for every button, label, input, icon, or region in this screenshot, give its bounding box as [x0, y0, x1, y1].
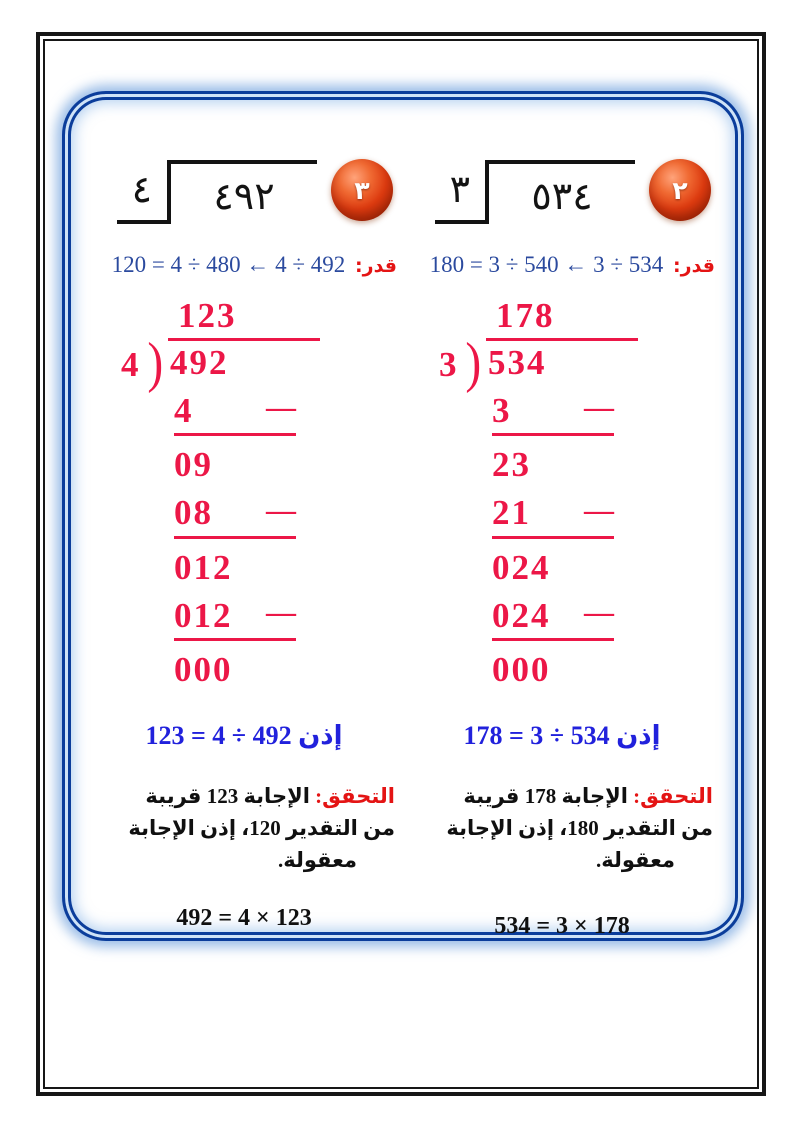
division-figure: ٣ ٥٣٤: [434, 160, 635, 224]
step-value: 08: [174, 493, 213, 532]
bracket-row: 3 ) 534: [439, 333, 638, 392]
division-step: 012: [174, 547, 233, 587]
division-figure: ٤ ٤٩٢: [116, 160, 317, 224]
problem-3-column: ٣ ٤ ٤٩٢ قدر: 492 ÷ 4 ← 480 ÷ 4 = 120 123: [85, 156, 403, 940]
problems-columns: ٢ ٣ ٥٣٤ قدر: 534 ÷ 3 ← 540 ÷ 3 = 180 178: [65, 94, 741, 940]
step-value: 4: [174, 390, 194, 430]
step-value: 21: [492, 493, 531, 532]
quotient-row: 178: [486, 297, 638, 341]
minus-dash: —: [266, 596, 296, 630]
division-step: 21 —: [492, 493, 614, 539]
conclusion-line: إذن 492 ÷ 4 = 123: [145, 721, 343, 750]
check-line: من التقدير 180، إذن الإجابة: [446, 815, 713, 840]
division-step: 012 —: [174, 595, 296, 642]
figure-divisor: ٤: [116, 160, 167, 224]
minus-dash: —: [266, 391, 296, 425]
problem-3-header: ٣ ٤ ٤٩٢: [91, 156, 397, 224]
estimate-expression: 534 ÷ 3 ← 540 ÷ 3 = 180: [429, 252, 664, 277]
problem-number-badge: ٣: [331, 159, 393, 221]
check-paragraph: التحقق: الإجابة 178 قريبة من التقدير 180…: [411, 781, 713, 877]
work-divisor: 4: [121, 344, 139, 384]
quotient-row: 123: [168, 297, 320, 341]
minus-dash: —: [584, 391, 614, 425]
verification-equation: 178 × 3 = 534: [494, 912, 630, 939]
step-value: 3: [492, 390, 512, 430]
figure-divisor: ٣: [434, 160, 485, 224]
page-border: ٢ ٣ ٥٣٤ قدر: 534 ÷ 3 ← 540 ÷ 3 = 180 178: [36, 32, 766, 1096]
check-text: الإجابة 178 قريبة: [463, 784, 628, 808]
long-division-work: 123 4 ) 492 4 — 09 08 —: [121, 297, 320, 690]
division-step: 23: [492, 445, 531, 485]
problem-2-column: ٢ ٣ ٥٣٤ قدر: 534 ÷ 3 ← 540 ÷ 3 = 180 178: [403, 156, 721, 940]
estimate-line: قدر: 534 ÷ 3 ← 540 ÷ 3 = 180: [409, 252, 715, 278]
division-step: 3 —: [492, 390, 614, 437]
figure-dividend: ٥٣٤: [485, 160, 635, 224]
problem-number-badge: ٢: [649, 159, 711, 221]
division-paren: ): [465, 331, 482, 394]
work-dividend: 534: [488, 342, 547, 382]
division-step: 09: [174, 445, 213, 485]
division-step: 4 —: [174, 390, 296, 437]
figure-dividend: ٤٩٢: [167, 160, 317, 224]
check-line: التحقق: الإجابة 123 قريبة: [93, 781, 395, 813]
division-step: 024: [492, 547, 551, 587]
bracket-row: 4 ) 492: [121, 333, 320, 392]
minus-dash: —: [584, 596, 614, 630]
check-label: التحقق:: [633, 784, 713, 808]
worksheet-frame: ٢ ٣ ٥٣٤ قدر: 534 ÷ 3 ← 540 ÷ 3 = 180 178: [62, 91, 744, 941]
long-division-work: 178 3 ) 534 3 — 23 21 —: [439, 297, 638, 690]
page-inner-border: ٢ ٣ ٥٣٤ قدر: 534 ÷ 3 ← 540 ÷ 3 = 180 178: [43, 39, 759, 1089]
work-divisor: 3: [439, 344, 457, 384]
estimate-label: قدر:: [355, 255, 397, 277]
problem-2-header: ٢ ٣ ٥٣٤: [409, 156, 715, 224]
check-line: معقولة.: [277, 847, 357, 872]
verification-equation: 123 × 4 = 492: [176, 904, 312, 931]
estimate-label: قدر:: [673, 255, 715, 277]
estimate-expression: 492 ÷ 4 ← 480 ÷ 4 = 120: [111, 252, 346, 277]
division-step: 000: [174, 650, 233, 690]
division-step: 08 —: [174, 493, 296, 539]
division-step: 000: [492, 650, 551, 690]
check-line: التحقق: الإجابة 178 قريبة: [411, 781, 713, 813]
conclusion-line: إذن 534 ÷ 3 = 178: [463, 721, 661, 750]
division-paren: ): [147, 331, 164, 394]
step-value: 012: [174, 595, 233, 635]
work-dividend: 492: [170, 342, 229, 382]
minus-dash: —: [266, 493, 296, 527]
step-value: 024: [492, 595, 551, 635]
check-paragraph: التحقق: الإجابة 123 قريبة من التقدير 120…: [93, 781, 395, 877]
division-step: 024 —: [492, 595, 614, 642]
check-label: التحقق:: [315, 784, 395, 808]
estimate-line: قدر: 492 ÷ 4 ← 480 ÷ 4 = 120: [91, 252, 397, 278]
check-line: من التقدير 120، إذن الإجابة: [128, 815, 395, 840]
check-line: معقولة.: [595, 847, 675, 872]
check-text: الإجابة 123 قريبة: [145, 784, 310, 808]
minus-dash: —: [584, 493, 614, 527]
